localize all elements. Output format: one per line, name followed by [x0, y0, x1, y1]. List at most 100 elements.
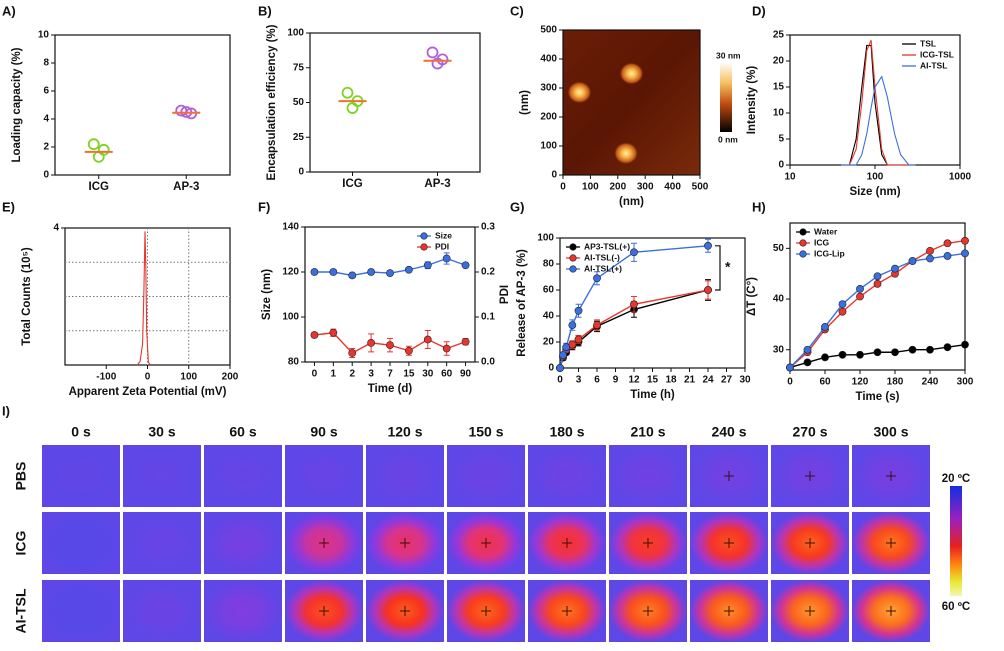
x-tick-label: 200 — [222, 372, 239, 383]
time-label: 180 s — [549, 424, 584, 440]
data-point — [821, 323, 829, 331]
y2-tick-label: 0.1 — [481, 312, 495, 323]
data-point — [87, 138, 100, 151]
colorbar-label: 60 ºC — [942, 601, 971, 613]
y-tick-label: 100 — [537, 233, 554, 244]
data-point — [786, 363, 794, 372]
y2-tick-label: 0.2 — [481, 267, 495, 278]
crosshair — [724, 471, 734, 481]
data-point — [423, 261, 432, 270]
data-point — [908, 345, 917, 354]
thermal-image — [42, 580, 120, 642]
data-point — [329, 268, 338, 276]
y-tick-label: 40 — [773, 294, 785, 305]
panel-label: G) — [510, 199, 524, 214]
data-point — [329, 328, 338, 337]
data-point — [431, 57, 444, 70]
thermal-image — [528, 445, 606, 507]
crosshair — [805, 538, 815, 548]
y-tick-label: 140 — [282, 222, 299, 233]
data-point — [404, 265, 413, 274]
data-point — [838, 300, 847, 309]
data-point — [556, 364, 564, 372]
data-point — [704, 286, 712, 294]
crosshair — [562, 538, 572, 548]
legend-label: AI-TSL(+) — [584, 263, 622, 273]
data-point — [873, 348, 882, 357]
crosshair — [724, 606, 734, 616]
row-label: PBS — [13, 462, 29, 491]
x-tick-label: 1000 — [949, 172, 972, 183]
time-label: 120 s — [387, 424, 422, 440]
x-tick-label: 100 — [180, 372, 197, 383]
panel-label: E) — [2, 199, 15, 214]
x-tick-label: 15 — [403, 369, 415, 380]
x-tick-label: 120 — [852, 377, 869, 388]
row-label: ICG — [13, 530, 29, 555]
series-line — [136, 231, 151, 366]
x-tick-label: ICG — [89, 181, 110, 193]
data-point — [856, 350, 864, 359]
panel-label: I) — [2, 403, 10, 418]
data-point — [926, 254, 934, 263]
data-point — [943, 239, 952, 248]
crosshair — [724, 538, 734, 548]
annotation: * — [725, 259, 731, 275]
data-point — [92, 150, 105, 163]
x-tick-label: AP-3 — [424, 178, 450, 190]
thermal-image — [285, 445, 363, 507]
x-tick-label: 3 — [368, 369, 374, 380]
data-point — [961, 236, 969, 245]
crosshair — [805, 471, 815, 481]
thermal-image — [123, 445, 201, 507]
legend-label: AP3-TSL(+) — [584, 241, 630, 251]
data-point — [926, 246, 934, 255]
data-point — [593, 321, 601, 329]
x-tick-label: 100 — [582, 182, 599, 193]
legend-label: PDI — [435, 241, 449, 251]
x-axis-title: Time (s) — [856, 391, 900, 403]
crosshair — [400, 538, 410, 548]
crosshair — [319, 606, 329, 616]
legend-label: AI-TSL(-) — [584, 252, 620, 262]
y-axis-title: ΔT (C°) — [746, 277, 758, 316]
y-tick-label: 20 — [773, 56, 785, 67]
y-tick-label: 6 — [43, 86, 49, 97]
crosshair — [886, 471, 896, 481]
x-axis-title: (nm) — [619, 196, 644, 208]
x-tick-label: 60 — [819, 377, 831, 388]
data-point — [341, 86, 354, 99]
data-point — [838, 307, 847, 316]
legend-marker — [420, 232, 428, 240]
y-tick-label: 0 — [298, 167, 304, 178]
data-point — [593, 274, 601, 283]
y-tick-label: 60 — [543, 285, 555, 296]
thermal-image — [204, 512, 282, 574]
y-tick-label: 8 — [43, 58, 49, 69]
panel-label: D) — [752, 3, 766, 18]
y-tick-label: 25 — [773, 30, 785, 41]
crosshair — [319, 538, 329, 548]
x-tick-label: 30 — [739, 375, 751, 386]
data-point — [803, 358, 812, 367]
data-point — [442, 254, 451, 263]
legend-label: ICG-TSL — [920, 49, 954, 59]
data-point — [856, 284, 864, 293]
y-tick-label: 5 — [778, 134, 784, 145]
x-tick-label: 0 — [560, 182, 566, 193]
data-point — [803, 345, 812, 354]
y2-axis-title: PDI — [499, 285, 511, 304]
data-point — [926, 345, 934, 354]
data-point — [348, 271, 357, 280]
data-point — [943, 343, 952, 352]
particle — [567, 81, 592, 104]
y-tick-label: 200 — [540, 112, 557, 123]
time-label: 90 s — [310, 424, 337, 440]
y-tick-label: 50 — [773, 243, 785, 254]
legend-marker — [569, 254, 577, 262]
data-point — [574, 306, 583, 315]
x-tick-label: AP-3 — [173, 181, 199, 193]
legend-marker — [799, 239, 807, 247]
y-tick-label: 50 — [293, 97, 305, 108]
x-tick-label: 24 — [702, 375, 714, 386]
